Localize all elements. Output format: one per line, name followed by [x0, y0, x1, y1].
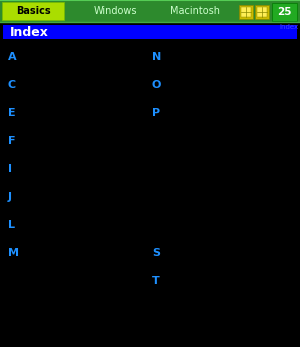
Text: E: E	[8, 108, 16, 118]
Text: O: O	[152, 80, 161, 90]
FancyBboxPatch shape	[255, 5, 269, 19]
Text: I: I	[8, 164, 12, 174]
FancyBboxPatch shape	[257, 7, 267, 17]
Text: Windows: Windows	[93, 6, 137, 16]
Text: F: F	[8, 136, 16, 146]
Text: Index: Index	[279, 24, 298, 30]
Text: M: M	[8, 248, 19, 258]
Text: J: J	[8, 192, 12, 202]
FancyBboxPatch shape	[2, 2, 64, 20]
Text: T: T	[152, 276, 160, 286]
Text: N: N	[152, 52, 161, 62]
Text: P: P	[152, 108, 160, 118]
FancyBboxPatch shape	[272, 3, 297, 21]
Text: Index: Index	[10, 25, 49, 39]
Text: Basics: Basics	[16, 6, 50, 16]
FancyBboxPatch shape	[241, 7, 251, 17]
Text: L: L	[8, 220, 15, 230]
Text: A: A	[8, 52, 16, 62]
Text: S: S	[152, 248, 160, 258]
Text: C: C	[8, 80, 16, 90]
Text: Macintosh: Macintosh	[170, 6, 220, 16]
Text: 25: 25	[277, 7, 292, 17]
FancyBboxPatch shape	[0, 0, 300, 22]
FancyBboxPatch shape	[3, 25, 297, 39]
FancyBboxPatch shape	[239, 5, 253, 19]
